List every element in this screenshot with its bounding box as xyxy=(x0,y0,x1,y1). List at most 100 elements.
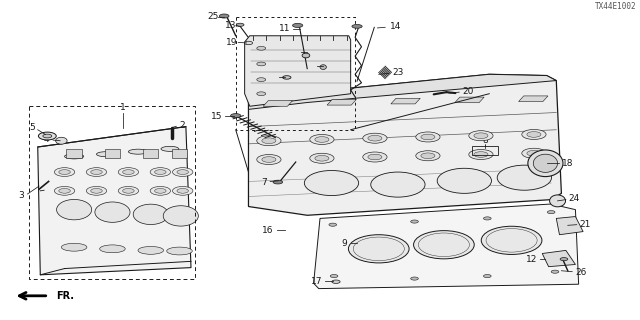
Ellipse shape xyxy=(315,137,329,142)
Ellipse shape xyxy=(155,188,166,193)
Ellipse shape xyxy=(547,211,555,214)
Text: 20: 20 xyxy=(463,87,474,96)
Ellipse shape xyxy=(550,195,566,207)
Ellipse shape xyxy=(59,170,70,174)
Ellipse shape xyxy=(38,132,56,140)
Ellipse shape xyxy=(257,78,266,82)
Ellipse shape xyxy=(91,170,102,174)
Ellipse shape xyxy=(86,168,107,176)
Ellipse shape xyxy=(257,62,266,66)
Ellipse shape xyxy=(437,168,492,193)
Ellipse shape xyxy=(411,277,419,280)
Ellipse shape xyxy=(551,270,559,273)
Ellipse shape xyxy=(560,258,568,261)
Ellipse shape xyxy=(305,171,358,196)
Ellipse shape xyxy=(138,246,164,254)
Bar xyxy=(143,148,159,158)
Text: 7: 7 xyxy=(261,178,267,187)
Bar xyxy=(172,148,187,158)
Ellipse shape xyxy=(320,65,326,69)
Ellipse shape xyxy=(533,154,557,172)
Ellipse shape xyxy=(474,133,488,139)
Text: 2: 2 xyxy=(179,121,185,130)
Polygon shape xyxy=(248,74,561,215)
Ellipse shape xyxy=(527,132,541,137)
Text: 6: 6 xyxy=(292,48,298,57)
Polygon shape xyxy=(518,96,548,101)
Bar xyxy=(472,146,497,155)
Ellipse shape xyxy=(363,133,387,143)
Ellipse shape xyxy=(262,138,276,144)
Text: 9: 9 xyxy=(341,239,347,248)
Ellipse shape xyxy=(413,231,474,259)
Ellipse shape xyxy=(163,206,198,226)
Text: 8: 8 xyxy=(482,136,488,145)
Polygon shape xyxy=(455,97,484,103)
Text: 15: 15 xyxy=(211,112,222,121)
Text: 14: 14 xyxy=(390,22,401,31)
Ellipse shape xyxy=(155,170,166,174)
Ellipse shape xyxy=(330,275,338,278)
Ellipse shape xyxy=(173,168,193,176)
Text: 26: 26 xyxy=(575,268,586,277)
Ellipse shape xyxy=(262,157,276,162)
Ellipse shape xyxy=(56,137,67,144)
Ellipse shape xyxy=(474,152,488,157)
Text: FR.: FR. xyxy=(56,292,74,301)
Polygon shape xyxy=(327,100,356,105)
Ellipse shape xyxy=(150,187,171,195)
Bar xyxy=(67,148,82,158)
Ellipse shape xyxy=(220,14,229,18)
Ellipse shape xyxy=(527,150,541,156)
Ellipse shape xyxy=(123,188,134,193)
Ellipse shape xyxy=(310,153,334,163)
Ellipse shape xyxy=(257,155,281,164)
Text: 19: 19 xyxy=(226,37,237,46)
Ellipse shape xyxy=(54,187,75,195)
Ellipse shape xyxy=(368,154,382,160)
Ellipse shape xyxy=(348,235,409,263)
Ellipse shape xyxy=(54,168,75,176)
Text: 13: 13 xyxy=(225,21,236,30)
Ellipse shape xyxy=(483,275,491,278)
Ellipse shape xyxy=(468,131,493,141)
Ellipse shape xyxy=(118,187,139,195)
Ellipse shape xyxy=(86,187,107,195)
Bar xyxy=(236,17,355,130)
Ellipse shape xyxy=(59,188,70,193)
Text: 10: 10 xyxy=(301,61,313,70)
Ellipse shape xyxy=(61,243,87,251)
Polygon shape xyxy=(556,217,583,235)
Ellipse shape xyxy=(173,187,193,195)
Ellipse shape xyxy=(167,247,192,255)
Bar xyxy=(29,106,195,279)
Polygon shape xyxy=(314,204,579,289)
Ellipse shape xyxy=(257,92,266,96)
Ellipse shape xyxy=(150,168,171,176)
Ellipse shape xyxy=(56,199,92,220)
Text: TX44E1002: TX44E1002 xyxy=(595,2,636,11)
Ellipse shape xyxy=(43,134,52,138)
Text: 17: 17 xyxy=(311,276,323,285)
Text: 24: 24 xyxy=(568,194,580,203)
Text: 5: 5 xyxy=(29,123,35,132)
Text: 22: 22 xyxy=(268,73,280,82)
Ellipse shape xyxy=(332,280,340,284)
Polygon shape xyxy=(391,98,420,104)
Text: 18: 18 xyxy=(562,159,573,168)
Ellipse shape xyxy=(177,188,188,193)
Ellipse shape xyxy=(522,148,546,158)
Ellipse shape xyxy=(483,217,491,220)
Ellipse shape xyxy=(230,114,241,118)
Ellipse shape xyxy=(481,226,542,254)
Ellipse shape xyxy=(257,136,281,146)
Text: 25: 25 xyxy=(207,12,218,20)
Text: 12: 12 xyxy=(526,255,538,264)
Ellipse shape xyxy=(315,156,329,161)
Ellipse shape xyxy=(421,153,435,159)
Text: 23: 23 xyxy=(392,68,404,77)
Ellipse shape xyxy=(528,150,563,177)
Ellipse shape xyxy=(310,134,334,145)
Ellipse shape xyxy=(283,76,291,79)
Ellipse shape xyxy=(522,130,546,140)
